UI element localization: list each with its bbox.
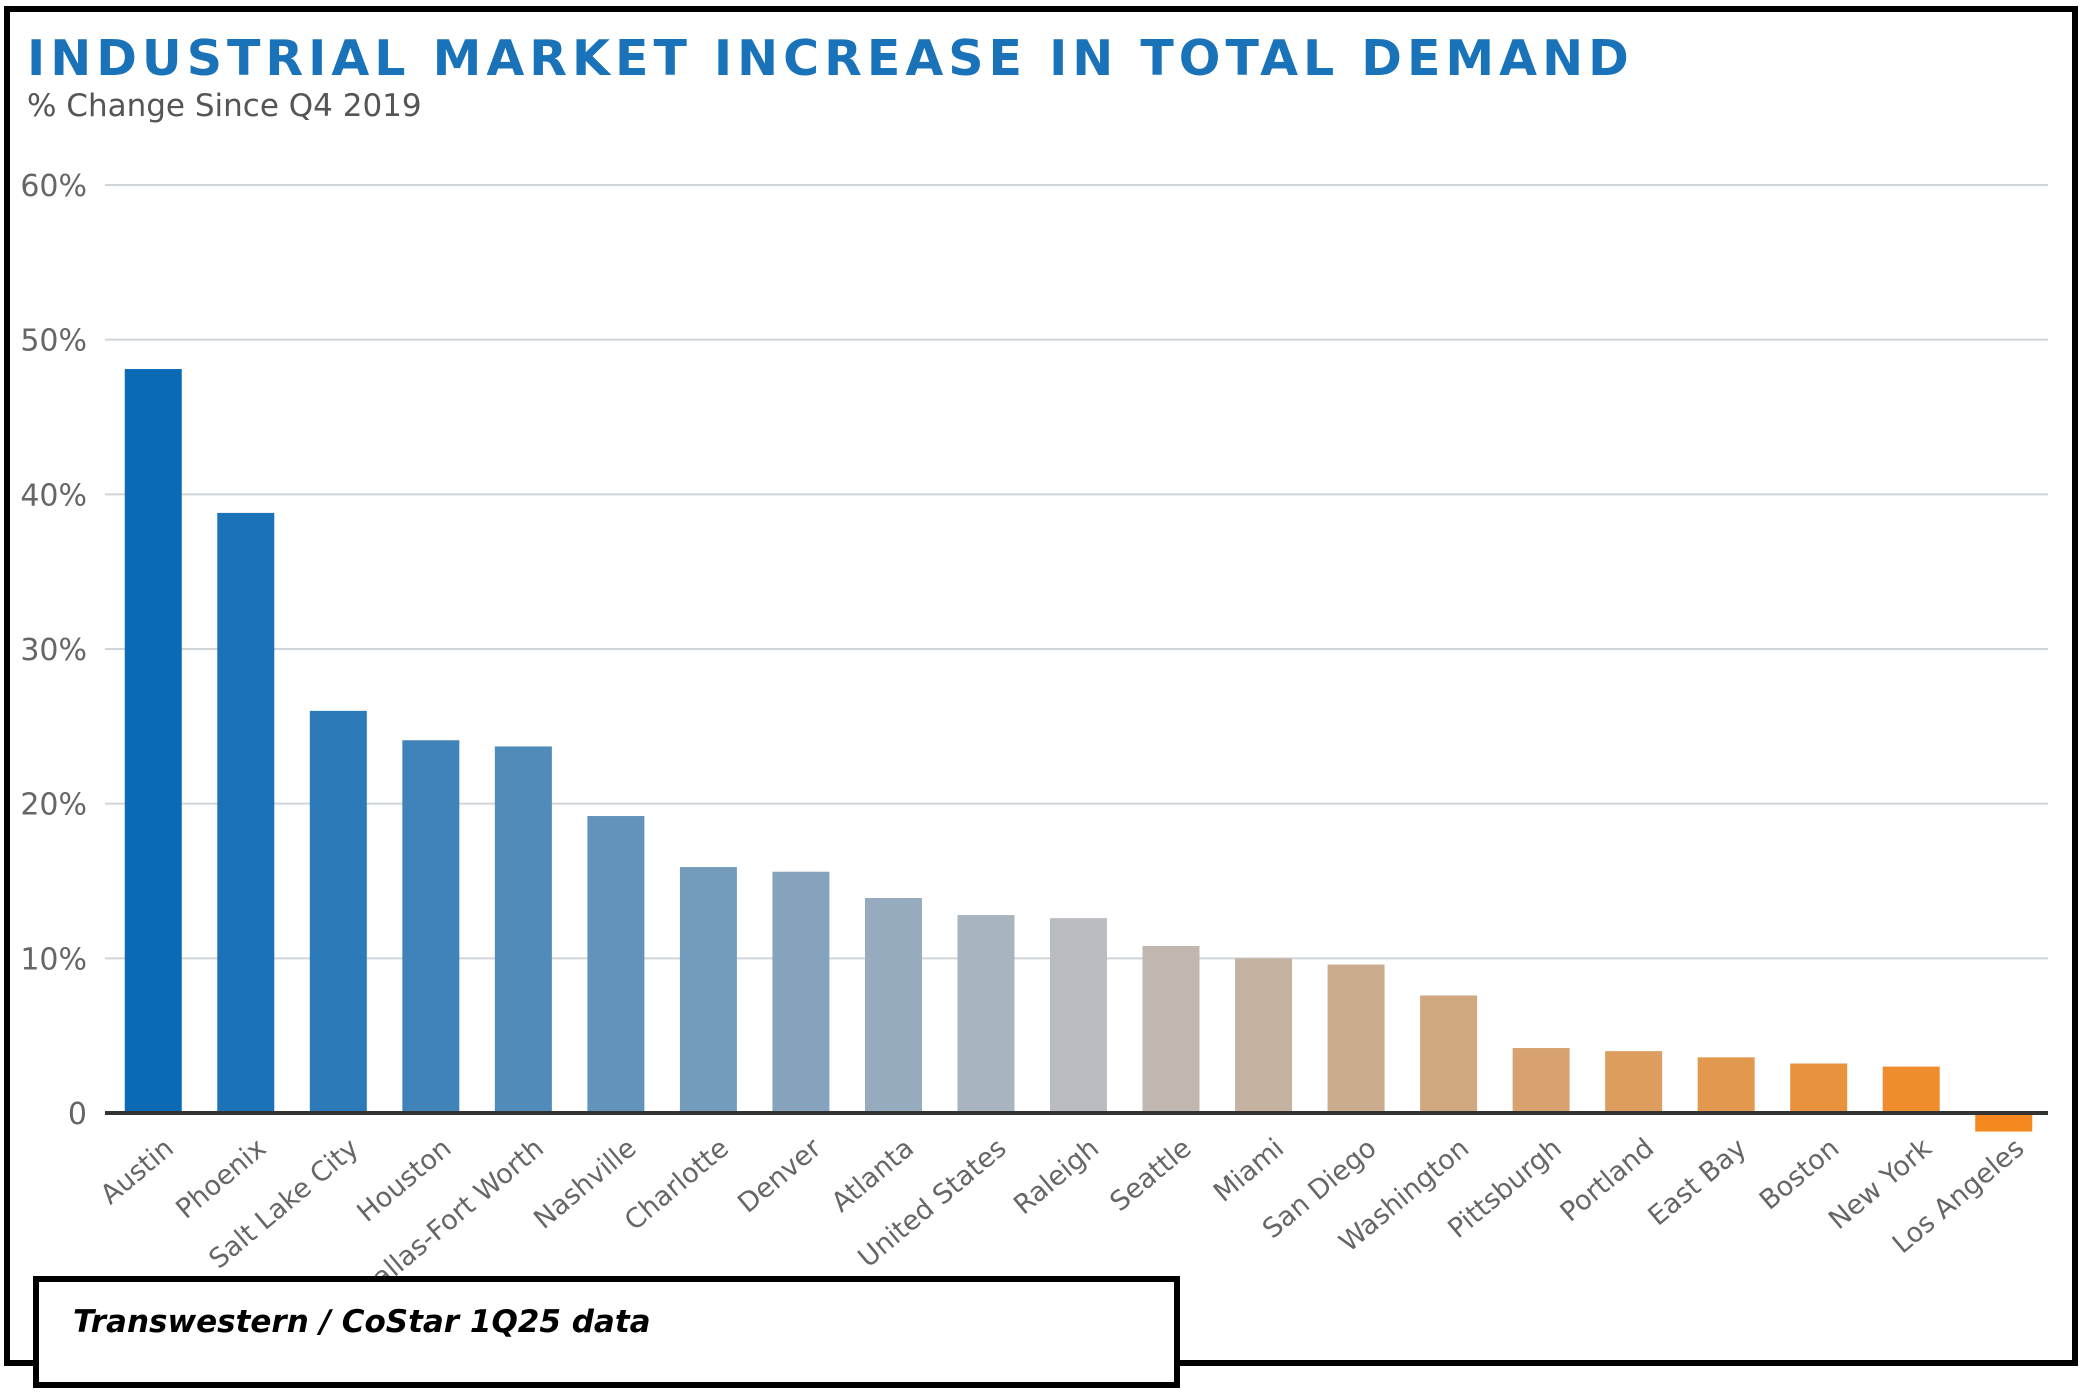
bar-washington (1420, 995, 1478, 1113)
bar-pittsburgh (1512, 1048, 1570, 1113)
bar-salt-lake-city (309, 710, 367, 1113)
y-tick-label: 60% (20, 169, 87, 204)
x-tick-label: Seattle (1104, 1133, 1197, 1218)
y-tick-label: 10% (20, 942, 87, 977)
chart-subtitle: % Change Since Q4 2019 (27, 88, 422, 124)
bar-los-angeles (1975, 1113, 2033, 1132)
x-tick-label: Miami (1208, 1133, 1290, 1209)
bar-miami (1235, 958, 1293, 1113)
source-note: Transwestern / CoStar 1Q25 data (73, 1304, 651, 1340)
y-tick-label: 30% (20, 633, 87, 668)
x-tick-label: Austin (95, 1133, 180, 1211)
source-box: Transwestern / CoStar 1Q25 data (33, 1276, 1180, 1388)
bar-san-diego (1327, 964, 1385, 1113)
y-tick-label: 0 (68, 1097, 87, 1132)
bar-united-states (957, 915, 1015, 1113)
bar-seattle (1142, 945, 1200, 1113)
bar-houston (402, 740, 460, 1113)
y-tick-label: 40% (20, 478, 87, 513)
bar-east-bay (1697, 1057, 1755, 1113)
bar-charlotte (679, 867, 737, 1113)
bar-new-york (1882, 1066, 1940, 1113)
bar-portland (1605, 1051, 1663, 1113)
y-axis-ticks: 0 10% 20% 30% 40% 50% 60% (20, 169, 87, 1132)
bar-denver (772, 871, 830, 1113)
x-tick-label: East Bay (1642, 1133, 1752, 1233)
x-tick-label: Portland (1555, 1133, 1661, 1229)
y-tick-label: 20% (20, 788, 87, 823)
chart-frame (4, 6, 2078, 1366)
bar-phoenix (217, 512, 275, 1113)
bar-atlanta (864, 898, 922, 1113)
y-tick-label: 50% (20, 324, 87, 359)
bar-boston (1790, 1063, 1848, 1113)
bars (124, 369, 2033, 1132)
chart-title: INDUSTRIAL MARKET INCREASE IN TOTAL DEMA… (27, 30, 1634, 87)
bar-raleigh (1050, 918, 1107, 1113)
bar-dallas-fort-worth (494, 746, 552, 1113)
gridlines (105, 184, 2048, 960)
x-tick-label: Denver (732, 1132, 828, 1219)
x-tick-label: Raleigh (1008, 1133, 1105, 1221)
bar-nashville (587, 816, 645, 1113)
bar-austin (124, 369, 182, 1113)
x-tick-label: Charlotte (619, 1133, 735, 1237)
